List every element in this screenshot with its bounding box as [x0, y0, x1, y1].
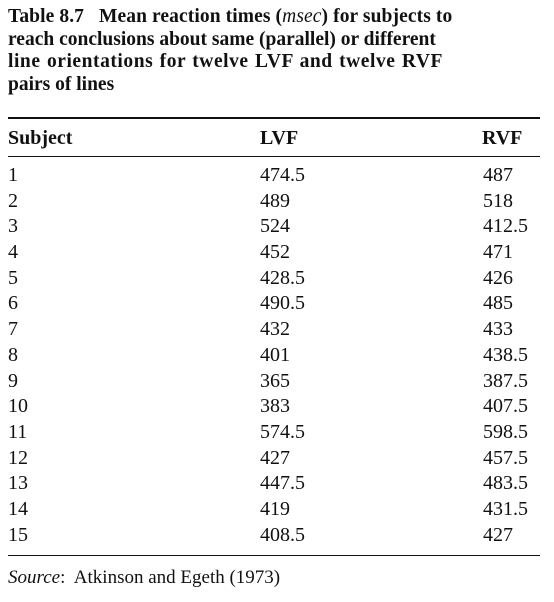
cell-lvf: 524 [260, 215, 290, 238]
cell-subject: 10 [8, 395, 28, 418]
cell-subject: 15 [8, 523, 28, 546]
cell-rvf: 433 [483, 318, 513, 341]
table-label: Table 8.7 [8, 6, 85, 27]
cell-subject: 8 [8, 343, 18, 366]
cell-lvf: 489 [260, 189, 290, 212]
cell-subject: 2 [8, 189, 18, 212]
table-row: 10 383 407.5 [0, 394, 554, 420]
cell-subject: 11 [8, 420, 28, 443]
cell-lvf: 383 [260, 395, 290, 418]
header-lvf: LVF [260, 127, 299, 149]
caption-line-1: Table 8.7 Mean reaction times (msec) for… [8, 6, 548, 29]
cell-lvf: 452 [260, 241, 290, 264]
cell-rvf: 431.5 [483, 497, 528, 520]
cell-rvf: 407.5 [483, 395, 528, 418]
cell-subject: 14 [8, 497, 28, 520]
source-text: Atkinson and Egeth (1973) [73, 567, 281, 588]
table-row: 6 490.5 485 [0, 291, 554, 317]
table-body: 1 474.5 487 2 489 518 3 524 412.5 4 452 … [0, 163, 554, 548]
table-row: 15 408.5 427 [0, 523, 554, 549]
cell-lvf: 490.5 [260, 292, 305, 315]
cell-rvf: 426 [483, 266, 513, 289]
cell-rvf: 427 [483, 523, 513, 546]
top-rule [8, 117, 540, 119]
source-label: Source [8, 567, 61, 588]
cell-lvf: 574.5 [260, 420, 305, 443]
table-row: 13 447.5 483.5 [0, 471, 554, 497]
table-row: 3 524 412.5 [0, 214, 554, 240]
cell-rvf: 598.5 [483, 420, 528, 443]
cell-subject: 5 [8, 266, 18, 289]
cell-subject: 12 [8, 446, 28, 469]
table-row: 4 452 471 [0, 240, 554, 266]
header-rvf: RVF [482, 127, 523, 149]
bottom-rule [8, 555, 540, 556]
table-row: 14 419 431.5 [0, 497, 554, 523]
table-row: 7 432 433 [0, 317, 554, 343]
cell-subject: 3 [8, 215, 18, 238]
caption-unit: msec [282, 6, 322, 27]
cell-lvf: 427 [260, 446, 290, 469]
cell-rvf: 471 [483, 241, 513, 264]
source-separator: : [60, 567, 66, 588]
cell-lvf: 365 [260, 369, 290, 392]
cell-rvf: 483.5 [483, 472, 528, 495]
cell-subject: 9 [8, 369, 18, 392]
cell-rvf: 485 [483, 292, 513, 315]
header-rule [8, 156, 540, 157]
cell-lvf: 401 [260, 343, 290, 366]
cell-lvf: 432 [260, 318, 290, 341]
table-row: 8 401 438.5 [0, 343, 554, 369]
table-row: 2 489 518 [0, 189, 554, 215]
cell-lvf: 419 [260, 497, 290, 520]
cell-rvf: 518 [483, 189, 513, 212]
cell-lvf: 428.5 [260, 266, 305, 289]
cell-rvf: 438.5 [483, 343, 528, 366]
cell-rvf: 487 [483, 164, 513, 186]
cell-lvf: 474.5 [260, 164, 305, 186]
cell-rvf: 387.5 [483, 369, 528, 392]
caption-line-3: line orientations for twelve LVF and twe… [8, 51, 443, 72]
cell-subject: 4 [8, 241, 18, 264]
table-row: 12 427 457.5 [0, 446, 554, 472]
cell-lvf: 447.5 [260, 472, 305, 495]
header-subject: Subject [8, 127, 73, 149]
caption-text-1: Mean reaction times ( [98, 6, 283, 27]
table-row: 1 474.5 487 [0, 163, 554, 189]
cell-subject: 6 [8, 292, 18, 315]
table-row: 9 365 387.5 [0, 369, 554, 395]
table-caption: Table 8.7 Mean reaction times (msec) for… [8, 6, 548, 96]
cell-subject: 1 [8, 164, 18, 186]
caption-text-1-tail: ) for subjects to [321, 6, 453, 27]
caption-line-2: reach conclusions about same (parallel) … [8, 28, 436, 50]
source-note: Source: Atkinson and Egeth (1973) [8, 566, 280, 590]
cell-subject: 7 [8, 318, 18, 341]
caption-line-4: pairs of lines [8, 73, 115, 95]
table-row: 5 428.5 426 [0, 266, 554, 292]
cell-lvf: 408.5 [260, 523, 305, 546]
cell-subject: 13 [8, 472, 28, 495]
cell-rvf: 412.5 [483, 215, 528, 238]
cell-rvf: 457.5 [483, 446, 528, 469]
table-row: 11 574.5 598.5 [0, 420, 554, 446]
